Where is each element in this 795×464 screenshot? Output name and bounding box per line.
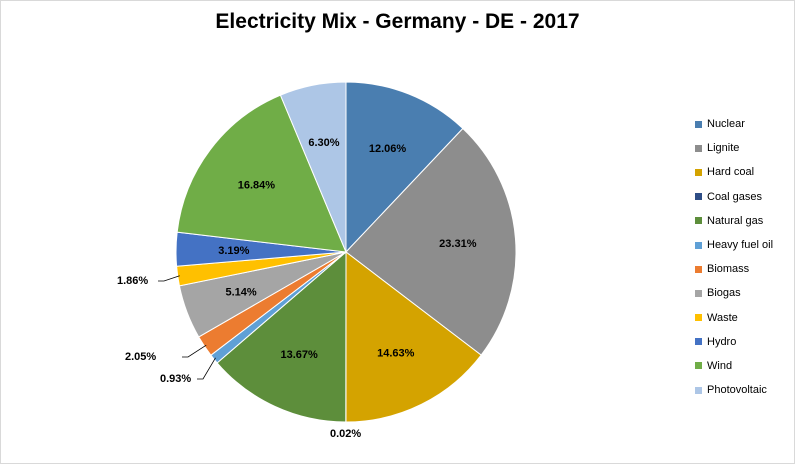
legend-item-heavy-fuel-oil: Heavy fuel oil (695, 233, 773, 257)
data-label-photovoltaic: 6.30% (308, 137, 339, 149)
legend-item-wind: Wind (695, 354, 773, 378)
legend-swatch (695, 265, 702, 273)
pie-slice-lignite (345, 127, 517, 356)
legend-swatch (695, 338, 702, 346)
data-label-heavy-fuel-oil: 0.93% (160, 373, 191, 385)
legend-item-natural-gas: Natural gas (695, 209, 773, 233)
legend-swatch (695, 168, 702, 176)
legend-swatch (695, 362, 702, 370)
legend-swatch (695, 241, 702, 249)
chart-legend: Nuclear Lignite Hard coal Coal gases Natural… (695, 112, 773, 402)
data-label-waste: 1.86% (117, 275, 148, 287)
legend-label: Hydro (707, 335, 737, 348)
legend-item-biogas: Biogas (695, 281, 773, 305)
legend-swatch (695, 217, 702, 225)
data-label-coal-gases: 0.02% (330, 428, 361, 440)
legend-item-lignite: Lignite (695, 136, 773, 160)
legend-item-nuclear: Nuclear (695, 112, 773, 136)
data-label-nuclear: 12.06% (369, 143, 407, 155)
chart-title: Electricity Mix - Germany - DE - 2017 (215, 10, 580, 33)
legend-swatch (695, 289, 702, 297)
legend-label: Biogas (707, 287, 741, 300)
legend-label: Nuclear (707, 118, 745, 131)
legend-label: Biomass (707, 263, 750, 276)
legend-swatch (695, 144, 702, 152)
legend-item-hard-coal: Hard coal (695, 160, 773, 184)
leader-line-heavy-fuel-oil (197, 357, 216, 380)
pie-slice-wind (176, 94, 347, 253)
legend-swatch (695, 120, 702, 128)
legend-label: Waste (707, 311, 738, 324)
data-label-lignite: 23.31% (439, 238, 477, 250)
legend-swatch (695, 314, 702, 322)
pie-slice-natural-gas (216, 250, 347, 423)
data-label-hard-coal: 14.63% (377, 348, 415, 360)
legend-item-photovoltaic: Photovoltaic (695, 378, 773, 402)
data-label-hydro: 3.19% (218, 245, 249, 257)
legend-label: Coal gases (707, 190, 763, 203)
legend-label: Hard coal (707, 166, 755, 179)
legend-label: Natural gas (707, 214, 764, 227)
legend-item-waste: Waste (695, 306, 773, 330)
pie-slice-hard-coal (345, 250, 482, 423)
leader-line-waste (158, 275, 180, 282)
legend-swatch (695, 386, 702, 394)
pie-slice-photovoltaic (279, 81, 347, 253)
leader-line-biomass (182, 344, 207, 358)
legend-label: Heavy fuel oil (707, 239, 774, 252)
legend-label: Lignite (707, 142, 740, 155)
data-label-wind: 16.84% (238, 179, 276, 191)
legend-label: Photovoltaic (707, 384, 767, 397)
data-label-biogas: 5.14% (225, 287, 256, 299)
legend-swatch (695, 193, 702, 201)
pie-slice-nuclear (345, 81, 464, 254)
legend-label: Wind (707, 359, 733, 372)
data-label-natural-gas: 13.67% (280, 349, 318, 361)
data-label-biomass: 2.05% (125, 351, 156, 363)
legend-item-biomass: Biomass (695, 257, 773, 281)
legend-item-hydro: Hydro (695, 330, 773, 354)
legend-item-coal-gases: Coal gases (695, 185, 773, 209)
